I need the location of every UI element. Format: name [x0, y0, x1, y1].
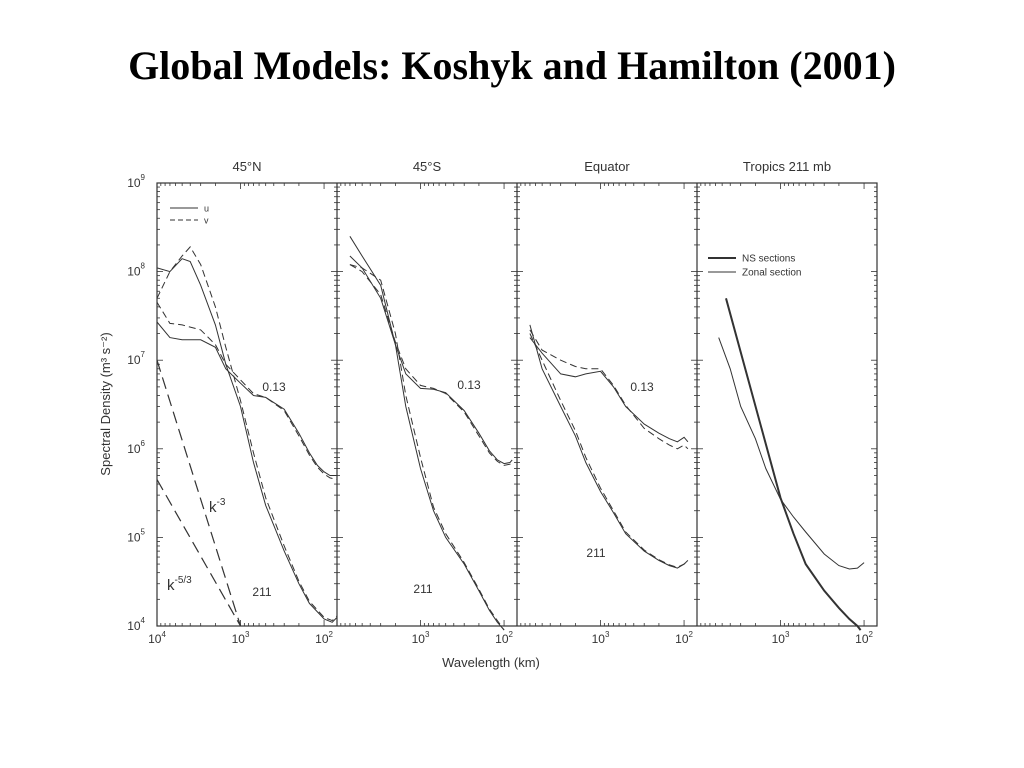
x-axis-label: Wavelength (km) [442, 655, 540, 670]
x-tick-exponent: 4 [161, 630, 166, 639]
x-tick-exponent: 3 [785, 630, 790, 639]
legend-label: Zonal section [742, 268, 801, 279]
y-tick-exponent: 8 [141, 262, 146, 271]
series-line-0-0-13-v [156, 302, 338, 480]
reference-lines [156, 360, 242, 627]
y-tick-label: 106 [127, 439, 145, 456]
y-tick-label: 107 [127, 350, 145, 367]
y-tick-label: 105 [127, 527, 145, 544]
plot-frame [156, 182, 878, 627]
series-line-1-211-v [349, 264, 505, 631]
legend-label: v [204, 216, 209, 226]
x-tick-label: 102 [315, 630, 333, 646]
legend-layer: uv NS sections Zonal section [170, 204, 801, 279]
y-tick-exponent: 6 [141, 439, 146, 448]
x-tick-label: 102 [675, 630, 693, 646]
series-line-1-211-u [349, 236, 505, 631]
y-tick-exponent: 4 [141, 616, 146, 625]
x-tick-label: 104 [148, 630, 166, 646]
level-annotation: 211 [252, 585, 271, 599]
series-line-2-211-u [529, 324, 689, 569]
level-annotation: 211 [586, 546, 605, 560]
y-tick-exponent: 7 [141, 350, 146, 359]
legend-label: NS sections [742, 254, 795, 265]
y-tick-exponent: 9 [141, 173, 146, 182]
panel-title: Tropics 211 mb [743, 159, 831, 174]
x-tick-exponent: 2 [689, 630, 694, 639]
series-line-0-211-v [156, 246, 338, 622]
reference-line [156, 360, 242, 627]
y-tick-label: 108 [127, 262, 145, 279]
y-tick-label: 104 [127, 616, 145, 633]
reference-line-exponent: -3 [217, 497, 226, 508]
x-tick-exponent: 2 [869, 630, 874, 639]
level-annotation: 0.13 [262, 380, 286, 394]
legend-label: u [204, 204, 209, 214]
x-tick-exponent: 3 [245, 630, 250, 639]
x-tick-exponent: 2 [509, 630, 514, 639]
y-tick-label: 109 [127, 173, 145, 190]
reference-line [156, 479, 242, 627]
reference-line-label: k-5/3 [167, 575, 192, 594]
reference-line-label: k-3 [209, 497, 226, 516]
x-tick-label: 102 [855, 630, 873, 646]
x-tick-exponent: 3 [605, 630, 610, 639]
x-tick-label: 102 [495, 630, 513, 646]
y-tick-exponent: 5 [141, 527, 146, 536]
x-tick-exponent: 2 [329, 630, 334, 639]
series-line-0-211-u [156, 258, 338, 623]
series-line-2-0-13-v [529, 329, 689, 450]
y-axis-label: Spectral Density (m³ s⁻²) [98, 332, 113, 475]
reference-line-exponent: -5/3 [175, 575, 193, 586]
series-line-0-0-13-u [156, 321, 337, 476]
panel-title: Equator [584, 159, 630, 174]
x-tick-label: 103 [592, 630, 610, 646]
x-tick-label: 103 [412, 630, 430, 646]
series-line-1-0-13-u [349, 255, 513, 465]
series-line-3-ns-sections [725, 298, 862, 631]
axis-ticks [157, 182, 877, 627]
level-annotation: 0.13 [457, 378, 481, 392]
slide-title: Global Models: Koshyk and Hamilton (2001… [128, 43, 896, 88]
series-layer [156, 236, 865, 631]
x-tick-exponent: 3 [425, 630, 430, 639]
level-annotation: 211 [413, 582, 432, 596]
panel-title: 45°N [232, 159, 261, 174]
level-annotation: 0.13 [630, 380, 654, 394]
x-tick-label: 103 [772, 630, 790, 646]
x-tick-label: 103 [232, 630, 250, 646]
series-line-2-0-13-u [529, 337, 689, 443]
series-line-2-211-v [529, 333, 689, 568]
series-line-1-0-13-v [349, 264, 513, 466]
panel-title: 45°S [413, 159, 442, 174]
series-line-3-zonal-section [718, 337, 865, 570]
